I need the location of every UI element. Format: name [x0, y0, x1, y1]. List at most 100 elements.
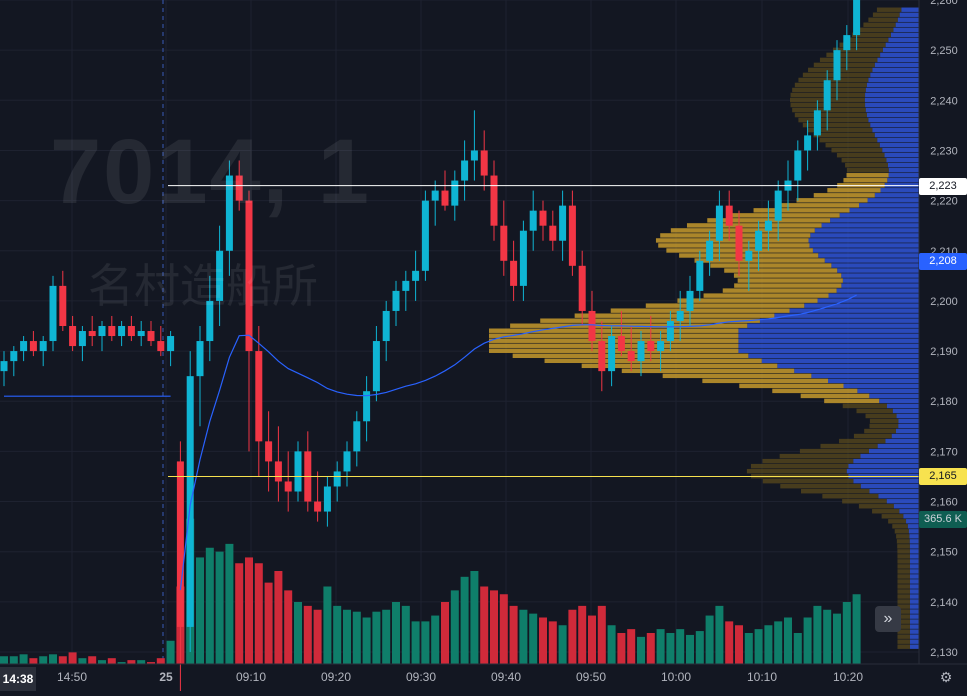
profile-row: [897, 634, 910, 639]
candle-body: [480, 150, 488, 176]
profile-row-blue: [909, 624, 919, 629]
candle-body: [196, 341, 204, 377]
profile-row-blue: [818, 253, 919, 258]
candle-body: [372, 341, 380, 392]
profile-row: [753, 208, 850, 213]
volume-bar: [784, 617, 792, 664]
profile-row-blue: [777, 363, 919, 369]
profile-row-blue: [848, 463, 919, 469]
candle-body: [118, 326, 126, 337]
profile-row-blue: [877, 443, 919, 449]
y-tick-label: 2,260: [930, 0, 958, 7]
scroll-to-realtime-button[interactable]: »: [875, 606, 901, 632]
profile-row-blue: [865, 87, 919, 93]
profile-row-blue: [877, 137, 919, 143]
volume-bar: [166, 640, 175, 664]
candle-body: [529, 210, 537, 231]
settings-gear-icon[interactable]: ⚙: [939, 669, 953, 685]
y-tick-label: 2,220: [930, 196, 958, 208]
y-tick-label: 2,140: [930, 597, 958, 609]
y-tick-label: 2,170: [930, 446, 958, 458]
candle-body: [647, 341, 655, 352]
profile-row: [845, 163, 888, 168]
volume-bar: [19, 654, 28, 664]
candle-body: [176, 461, 184, 627]
profile-row: [896, 534, 910, 539]
x-tick-label: 14:50: [57, 670, 87, 684]
candle-body: [147, 331, 155, 342]
candle-body: [745, 250, 753, 261]
profile-row-blue: [761, 358, 919, 364]
candle-body: [657, 341, 665, 352]
volume-bar: [0, 656, 8, 664]
price-tag-vwap: 2,208: [919, 252, 967, 270]
profile-row: [897, 594, 910, 599]
volume-bar: [548, 621, 557, 664]
profile-row-blue: [860, 483, 919, 489]
profile-row: [856, 408, 893, 414]
profile-row-blue: [867, 198, 919, 203]
volume-bar: [607, 625, 616, 664]
candle-body: [323, 486, 331, 512]
candle-body: [49, 285, 57, 342]
candle-body: [598, 341, 606, 372]
candle-body: [568, 205, 576, 266]
profile-row-blue: [874, 62, 919, 68]
candle-body: [441, 190, 449, 206]
profile-row-blue: [748, 353, 919, 358]
profile-row: [762, 458, 854, 464]
profile-row-blue: [880, 52, 919, 58]
profile-row: [730, 213, 840, 218]
candle-body: [451, 180, 459, 206]
profile-row-blue: [899, 12, 919, 17]
volume-bar: [88, 656, 97, 664]
volume-bar: [744, 633, 753, 664]
volume-bar: [666, 633, 675, 664]
profile-row: [734, 283, 842, 288]
profile-row: [868, 17, 898, 22]
x-tick-label: 10:10: [747, 670, 777, 684]
profile-row-blue: [794, 368, 919, 374]
profile-row: [897, 584, 910, 589]
profile-row: [655, 238, 809, 243]
price-tag-volume: 365.6 K: [919, 511, 967, 528]
volume-bar: [352, 611, 361, 664]
profile-row-blue: [738, 348, 919, 353]
profile-row-blue: [895, 22, 919, 27]
profile-row-blue: [878, 494, 919, 499]
profile-row-blue: [888, 37, 919, 43]
profile-row: [869, 423, 899, 429]
volume-bar: [725, 621, 734, 664]
volume-bar: [98, 660, 106, 664]
profile-row: [852, 32, 891, 38]
volume-bar: [450, 590, 459, 664]
candle-body: [274, 461, 282, 482]
candle-body: [294, 451, 302, 492]
candle-body: [363, 391, 371, 422]
volume-bar: [578, 605, 587, 664]
current-time-badge: 14:38: [0, 667, 36, 691]
price-axis[interactable]: 2,2602,2502,2402,2302,2202,2102,2002,190…: [918, 0, 958, 664]
profile-row-blue: [886, 499, 919, 504]
time-axis[interactable]: 14:50 25 09:10 09:20 09:30 09:40 09:50 10:00 10:…: [0, 663, 967, 684]
candle-body: [470, 150, 478, 161]
candle-body: [392, 290, 400, 311]
profile-row-blue: [774, 313, 919, 318]
profile-row: [798, 117, 869, 123]
profile-row-blue: [824, 258, 919, 263]
profile-row: [897, 564, 910, 569]
profile-row: [872, 509, 900, 514]
y-tick-label: 2,200: [930, 296, 958, 308]
profile-row: [863, 22, 896, 27]
volume-bar: [431, 615, 440, 664]
profile-row: [897, 569, 910, 574]
candle-body: [333, 471, 341, 487]
profile-row-blue: [909, 539, 919, 544]
candle-body: [794, 150, 802, 181]
profile-row: [660, 233, 811, 238]
volume-bar: [343, 609, 351, 664]
x-tick-label: 25: [159, 670, 173, 684]
x-tick-label: 09:40: [491, 670, 521, 684]
